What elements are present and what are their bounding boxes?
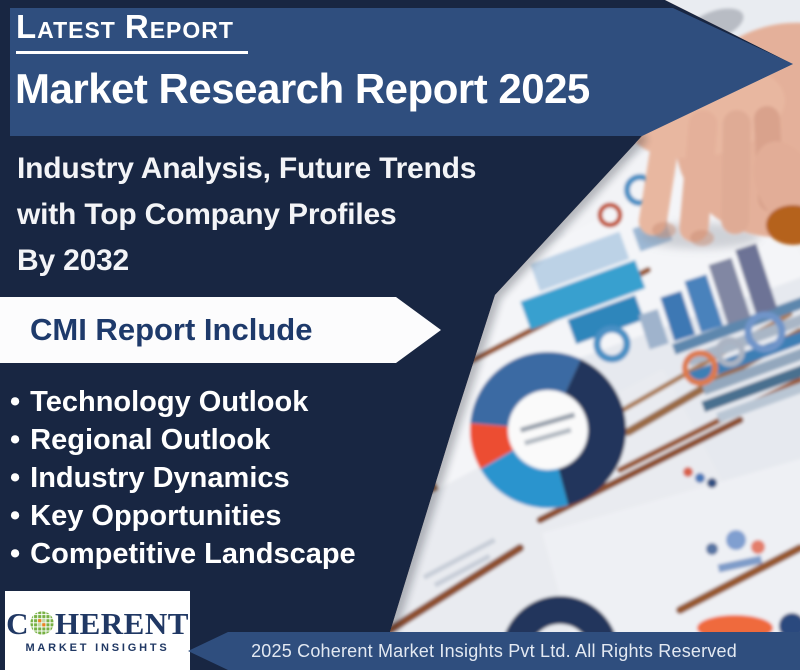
donut-chart xyxy=(470,352,627,508)
bullet-icon: • xyxy=(10,538,21,570)
logo-letter-c: C xyxy=(6,605,29,641)
small-chart-fragments xyxy=(683,467,765,573)
header-band: Latest Report Market Research Report 2025 xyxy=(10,8,793,136)
cmi-report-include-ribbon: CMI Report Include xyxy=(0,297,441,363)
footer-bar: 2025 Coherent Market Insights Pvt Ltd. A… xyxy=(188,632,800,670)
list-item: • Regional Outlook xyxy=(10,421,356,459)
subtitle-line: with Top Company Profiles xyxy=(17,198,397,231)
coherent-logo: C HERENT MARKET INSIGHTS xyxy=(5,591,190,670)
panel-edge-shadow xyxy=(390,130,648,632)
bullet-icon: • xyxy=(10,500,21,532)
logo-letters-herent: HERENT xyxy=(54,605,189,641)
subtitle-line: By 2032 xyxy=(17,244,130,277)
list-item-label: Technology Outlook xyxy=(30,386,309,418)
list-item-label: Regional Outlook xyxy=(30,424,271,456)
list-item: • Technology Outlook xyxy=(10,383,356,421)
latest-report-badge: Latest Report xyxy=(16,12,248,54)
bullet-icon: • xyxy=(10,462,21,494)
badge-word: Report xyxy=(124,8,234,45)
list-item: • Key Opportunities xyxy=(10,497,356,535)
list-item: • Industry Dynamics xyxy=(10,459,356,497)
list-item-label: Industry Dynamics xyxy=(30,462,290,494)
subtitle-line: Industry Analysis, Future Trends xyxy=(17,152,477,185)
logo-subtitle: MARKET INSIGHTS xyxy=(25,641,170,654)
column-chart xyxy=(638,243,778,350)
list-item-label: Competitive Landscape xyxy=(30,538,356,570)
copyright-text: 2025 Coherent Market Insights Pvt Ltd. A… xyxy=(251,640,737,661)
logo-o-mosaic-icon xyxy=(30,611,54,635)
logo-wordmark: C HERENT xyxy=(6,608,189,639)
list-item: • Competitive Landscape xyxy=(10,535,356,573)
bullet-icon: • xyxy=(10,386,21,418)
ribbon-label: CMI Report Include xyxy=(30,312,313,347)
subtitle: Industry Analysis, Future Trends with To… xyxy=(17,146,476,284)
report-includes-list: • Technology Outlook • Regional Outlook … xyxy=(10,383,356,573)
partial-donut xyxy=(501,596,619,632)
page-title: Market Research Report 2025 xyxy=(15,65,590,112)
list-item-label: Key Opportunities xyxy=(30,500,282,532)
bullet-icon: • xyxy=(10,424,21,456)
badge-word: Latest xyxy=(16,8,116,45)
